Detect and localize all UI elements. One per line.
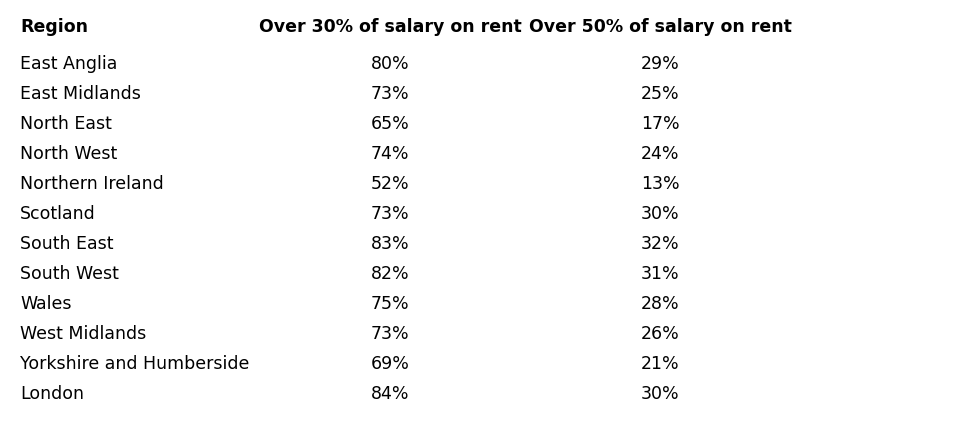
Text: North East: North East (20, 115, 112, 133)
Text: 82%: 82% (371, 265, 409, 283)
Text: Northern Ireland: Northern Ireland (20, 175, 164, 193)
Text: 73%: 73% (371, 85, 409, 103)
Text: Region: Region (20, 18, 88, 36)
Text: East Midlands: East Midlands (20, 85, 141, 103)
Text: 52%: 52% (371, 175, 409, 193)
Text: 13%: 13% (640, 175, 680, 193)
Text: West Midlands: West Midlands (20, 325, 146, 343)
Text: Scotland: Scotland (20, 205, 96, 223)
Text: 28%: 28% (640, 295, 680, 313)
Text: 74%: 74% (371, 145, 409, 163)
Text: 17%: 17% (640, 115, 680, 133)
Text: 30%: 30% (640, 205, 680, 223)
Text: Over 30% of salary on rent: Over 30% of salary on rent (258, 18, 521, 36)
Text: 32%: 32% (640, 235, 680, 253)
Text: 75%: 75% (371, 295, 409, 313)
Text: 25%: 25% (640, 85, 680, 103)
Text: North West: North West (20, 145, 117, 163)
Text: 26%: 26% (640, 325, 680, 343)
Text: South West: South West (20, 265, 119, 283)
Text: Over 50% of salary on rent: Over 50% of salary on rent (529, 18, 791, 36)
Text: 80%: 80% (371, 55, 409, 73)
Text: 30%: 30% (640, 385, 680, 403)
Text: Yorkshire and Humberside: Yorkshire and Humberside (20, 355, 250, 373)
Text: 69%: 69% (371, 355, 409, 373)
Text: 29%: 29% (640, 55, 680, 73)
Text: 21%: 21% (640, 355, 680, 373)
Text: 31%: 31% (640, 265, 680, 283)
Text: 83%: 83% (371, 235, 409, 253)
Text: East Anglia: East Anglia (20, 55, 117, 73)
Text: 24%: 24% (640, 145, 680, 163)
Text: London: London (20, 385, 84, 403)
Text: 73%: 73% (371, 325, 409, 343)
Text: Wales: Wales (20, 295, 71, 313)
Text: 65%: 65% (371, 115, 409, 133)
Text: 73%: 73% (371, 205, 409, 223)
Text: South East: South East (20, 235, 113, 253)
Text: 84%: 84% (371, 385, 409, 403)
